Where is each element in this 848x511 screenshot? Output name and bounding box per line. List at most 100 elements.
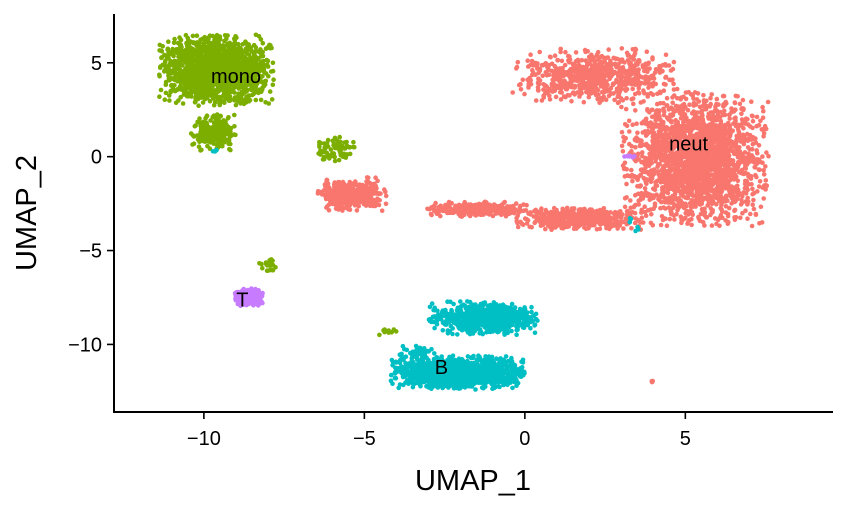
data-point — [682, 163, 687, 169]
data-point — [706, 159, 712, 165]
data-point — [692, 157, 698, 163]
data-point — [673, 160, 678, 165]
data-point — [709, 223, 715, 228]
data-point — [643, 155, 648, 161]
data-point — [692, 117, 697, 122]
data-point — [739, 117, 745, 122]
data-point — [685, 107, 691, 113]
data-point — [541, 82, 546, 87]
data-point — [636, 202, 641, 207]
data-point — [668, 186, 674, 191]
data-point — [432, 208, 437, 213]
data-point — [743, 191, 749, 196]
data-point — [270, 60, 276, 66]
data-point — [741, 107, 746, 113]
data-point — [560, 65, 565, 71]
data-point — [658, 172, 664, 178]
data-point — [691, 193, 696, 199]
data-point — [736, 129, 741, 134]
data-point — [565, 81, 570, 87]
data-point — [660, 185, 665, 190]
data-point — [704, 215, 710, 220]
data-point — [721, 161, 726, 166]
data-point — [722, 154, 728, 160]
data-point — [553, 94, 559, 100]
data-point — [702, 173, 707, 178]
data-point — [635, 62, 640, 67]
data-point — [651, 195, 656, 201]
data-point — [573, 50, 579, 55]
data-point — [754, 174, 759, 180]
data-point — [723, 218, 728, 223]
data-point — [707, 183, 713, 188]
data-point — [636, 174, 642, 179]
data-point — [650, 57, 655, 62]
data-point — [725, 141, 731, 146]
data-point — [436, 210, 441, 215]
data-point — [658, 117, 663, 123]
data-point — [620, 149, 626, 154]
data-point — [383, 193, 389, 199]
data-point — [549, 227, 554, 233]
data-point — [631, 204, 636, 210]
data-point — [587, 211, 592, 217]
data-point — [622, 204, 628, 210]
data-point — [686, 123, 691, 128]
data-point — [694, 199, 699, 205]
data-point — [565, 212, 571, 218]
data-point — [586, 80, 591, 86]
data-point — [701, 156, 706, 161]
data-point — [597, 226, 603, 232]
data-point — [552, 53, 558, 58]
data-point — [649, 379, 655, 385]
data-point — [670, 126, 676, 131]
data-point — [466, 202, 472, 207]
data-point — [585, 62, 591, 67]
data-point — [732, 100, 738, 105]
data-point — [373, 175, 378, 180]
data-point — [633, 108, 638, 113]
data-point — [700, 103, 706, 109]
data-point — [592, 214, 597, 219]
data-point — [555, 212, 560, 218]
data-point — [615, 94, 621, 100]
data-point — [724, 146, 729, 152]
data-point — [692, 90, 698, 95]
data-point — [683, 172, 689, 177]
data-point — [735, 161, 741, 166]
data-point — [569, 68, 575, 74]
data-point — [665, 126, 670, 131]
data-point — [710, 187, 715, 193]
data-point — [738, 215, 743, 221]
data-point — [607, 88, 612, 93]
data-point — [756, 122, 762, 128]
data-point — [655, 146, 660, 152]
data-point — [659, 127, 664, 133]
data-point — [682, 118, 688, 123]
data-point — [552, 71, 558, 76]
data-point — [760, 115, 766, 120]
data-point — [694, 97, 700, 102]
data-point — [592, 223, 597, 228]
data-point — [346, 203, 351, 208]
data-point — [626, 118, 632, 124]
data-point — [441, 206, 447, 212]
data-point — [624, 96, 629, 101]
data-point — [639, 121, 645, 126]
data-point — [632, 78, 637, 83]
data-point — [500, 210, 505, 216]
data-point — [621, 226, 626, 231]
data-point — [699, 183, 705, 188]
data-point — [446, 199, 452, 205]
data-point — [756, 157, 762, 162]
data-point — [557, 85, 563, 90]
data-point — [664, 157, 669, 162]
data-point — [513, 201, 519, 206]
data-point — [663, 82, 668, 87]
data-point — [183, 32, 189, 38]
data-point — [731, 142, 737, 147]
data-point — [639, 207, 644, 213]
data-point — [633, 70, 638, 75]
data-point — [643, 213, 649, 218]
data-point — [526, 64, 531, 69]
